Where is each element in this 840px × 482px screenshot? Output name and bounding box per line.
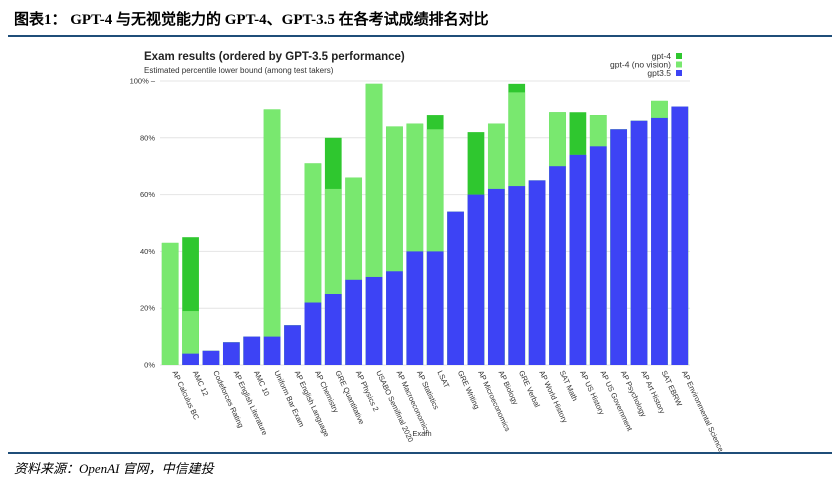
bar-gpt35: [243, 336, 261, 365]
x-tick-label: AMC 10: [252, 369, 272, 397]
x-tick-label: LSAT: [435, 369, 451, 390]
bar-gpt4_no_vision: [161, 242, 179, 365]
bar-gpt35: [406, 251, 424, 365]
bar-gpt35: [671, 106, 689, 365]
legend-swatch-gpt4: [676, 53, 682, 59]
bar-gpt35: [487, 188, 505, 365]
bar-gpt35: [610, 129, 628, 365]
bar-gpt35: [386, 271, 403, 365]
y-tick-label: 60%: [140, 190, 155, 199]
bottom-rule: [8, 452, 832, 454]
legend-label-gpt4: gpt-4: [652, 51, 672, 61]
bar-gpt35: [263, 336, 281, 365]
bar-gpt35: [426, 251, 444, 365]
x-tick-label: GRE Verbal: [517, 369, 542, 409]
chart-subtitle: Estimated percentile lower bound (among …: [144, 66, 334, 75]
legend-label-gpt35: gpt3.5: [647, 68, 671, 78]
x-tick-label: SAT Math: [558, 369, 580, 402]
bar-gpt35: [182, 353, 199, 365]
bar-gpt35: [589, 146, 607, 365]
bar-gpt35: [222, 342, 240, 365]
legend-swatch-gpt35: [676, 70, 682, 76]
bar-gpt35: [304, 302, 322, 365]
bar-gpt35: [345, 279, 363, 365]
bars-group: [161, 83, 689, 366]
bar-gpt35: [284, 325, 301, 365]
bar-gpt35: [365, 276, 383, 365]
source-note: 资料来源：OpenAI 官网，中信建投: [14, 461, 214, 476]
bar-gpt35: [549, 166, 566, 365]
chart-title: Exam results (ordered by GPT-3.5 perform…: [144, 51, 405, 63]
legend-swatch-gpt4_no_vision: [676, 61, 682, 68]
top-rule: [8, 35, 832, 37]
x-tick-label: AP Environmental Science: [680, 369, 726, 453]
bar-gpt35: [324, 294, 342, 365]
bar-gpt35: [630, 120, 648, 365]
y-tick-label: 0%: [144, 361, 155, 370]
bar-gpt35: [569, 154, 587, 365]
bar-gpt35: [508, 186, 526, 365]
figure-title: 图表1： GPT-4 与无视觉能力的 GPT-4、GPT-3.5 在各考试成绩排…: [14, 12, 489, 28]
bar-gpt35: [467, 194, 485, 365]
bar-gpt35: [528, 180, 546, 365]
legend-label-gpt4_no_vision: gpt-4 (no vision): [610, 60, 671, 70]
y-tick-label: 40%: [140, 247, 155, 256]
bar-gpt4_no_vision: [182, 311, 199, 365]
y-tick-label: 100% –: [130, 77, 156, 86]
bar-gpt35: [651, 117, 668, 365]
y-tick-label: 80%: [140, 133, 155, 142]
y-axis-ticks: 0% 20% 40% 60% 80% 100% –: [130, 77, 156, 370]
x-tick-label: AMC 12: [191, 369, 211, 397]
bar-gpt4_no_vision: [263, 109, 281, 366]
bar-gpt35: [202, 350, 220, 365]
bar-gpt35: [447, 211, 464, 365]
x-axis-title: Exam: [412, 429, 431, 438]
y-tick-label: 20%: [140, 304, 155, 313]
